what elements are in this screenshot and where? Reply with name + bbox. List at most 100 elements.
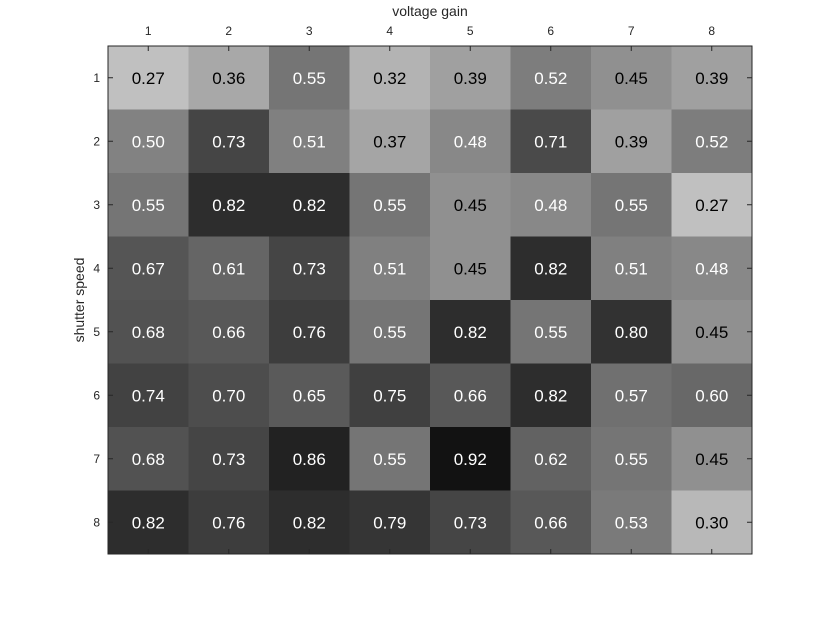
heatmap-cell-label: 0.51 <box>615 259 648 278</box>
heatmap-cell-label: 0.52 <box>695 132 728 151</box>
heatmap-cell <box>188 109 270 174</box>
y-tick-label: 4 <box>93 261 100 275</box>
heatmap-cell-label: 0.73 <box>212 450 245 469</box>
heatmap-cell-label: 0.70 <box>212 386 245 405</box>
heatmap-cell <box>349 109 431 174</box>
heatmap-cell <box>510 46 592 110</box>
heatmap-cell-label: 0.68 <box>132 323 165 342</box>
heatmap-cell <box>349 427 431 491</box>
heatmap-cell <box>188 46 270 110</box>
heatmap-cell-label: 0.39 <box>454 69 487 88</box>
heatmap-cell-label: 0.82 <box>212 196 245 215</box>
heatmap-cell <box>430 236 511 301</box>
heatmap-cell <box>591 173 672 237</box>
heatmap-cell <box>510 300 592 364</box>
heatmap-cell <box>510 427 592 491</box>
heatmap-cell-label: 0.39 <box>615 132 648 151</box>
heatmap-cell <box>430 46 511 110</box>
heatmap-cell <box>108 46 189 110</box>
heatmap-cell <box>188 363 270 428</box>
heatmap-cell-label: 0.75 <box>373 386 406 405</box>
heatmap-cell-label: 0.86 <box>293 450 326 469</box>
heatmap-cell <box>591 363 672 428</box>
heatmap-cell-label: 0.50 <box>132 132 165 151</box>
x-tick-label: 2 <box>225 24 232 38</box>
heatmap-cell-label: 0.37 <box>373 132 406 151</box>
heatmap-cell <box>591 46 672 110</box>
heatmap-cell-label: 0.82 <box>293 513 326 532</box>
heatmap-cell-label: 0.82 <box>454 323 487 342</box>
heatmap-cell <box>269 109 350 174</box>
heatmap-cell <box>108 427 189 491</box>
heatmap-cell-label: 0.61 <box>212 259 245 278</box>
heatmap-cell <box>510 109 592 174</box>
heatmap-cell <box>188 300 270 364</box>
heatmap-cell-labels: 0.27 0.36 0.55 0.32 0.39 0.52 0.45 0.39 0.50 0.73… <box>132 69 729 533</box>
heatmap-cell <box>430 427 511 491</box>
heatmap-cell-label: 0.48 <box>454 132 487 151</box>
heatmap-cell <box>188 427 270 491</box>
heatmap-cell <box>591 490 672 555</box>
heatmap-cell-label: 0.92 <box>454 450 487 469</box>
heatmap-cell <box>671 300 753 364</box>
x-tick-label: 1 <box>145 24 152 38</box>
heatmap-cell-label: 0.39 <box>695 69 728 88</box>
x-axis-label: voltage gain <box>392 3 468 19</box>
y-tick-label: 3 <box>93 198 100 212</box>
heatmap-cell <box>269 490 350 555</box>
heatmap-cell <box>671 363 753 428</box>
y-tick-label: 1 <box>93 71 100 85</box>
heatmap-cell-label: 0.79 <box>373 513 406 532</box>
heatmap-cell <box>108 363 189 428</box>
heatmap-cell-label: 0.74 <box>132 386 165 405</box>
heatmap-cell <box>430 109 511 174</box>
heatmap-cell <box>510 173 592 237</box>
heatmap-cell <box>108 300 189 364</box>
heatmap-cell <box>188 236 270 301</box>
heatmap-cell-label: 0.45 <box>454 196 487 215</box>
plot-frame <box>107 45 753 555</box>
heatmap-cell <box>510 490 592 555</box>
heatmap-cell-label: 0.27 <box>132 69 165 88</box>
heatmap-cell-label: 0.55 <box>132 196 165 215</box>
heatmap-cell-label: 0.55 <box>534 323 567 342</box>
heatmap-cell <box>671 490 753 555</box>
heatmap-cell-label: 0.73 <box>212 132 245 151</box>
x-tick-label: 3 <box>306 24 313 38</box>
heatmap-cell-label: 0.55 <box>373 196 406 215</box>
heatmap-cell-label: 0.66 <box>212 323 245 342</box>
heatmap-cell <box>349 173 431 237</box>
heatmap-cell-label: 0.76 <box>212 513 245 532</box>
y-tick-label: 8 <box>93 515 100 529</box>
heatmap-cell <box>349 46 431 110</box>
heatmap-cell-label: 0.80 <box>615 323 648 342</box>
heatmap-cell-label: 0.82 <box>132 513 165 532</box>
heatmap-cell-label: 0.48 <box>534 196 567 215</box>
heatmap-cell <box>430 490 511 555</box>
heatmap-cell <box>671 427 753 491</box>
heatmap-cell <box>510 236 592 301</box>
heatmap-cell-label: 0.55 <box>615 196 648 215</box>
heatmap-cell-label: 0.73 <box>293 259 326 278</box>
x-tick-label: 5 <box>467 24 474 38</box>
heatmap-cell <box>269 46 350 110</box>
y-tick-label: 5 <box>93 325 100 339</box>
y-axis-label: shutter speed <box>71 258 87 343</box>
heatmap-cell-label: 0.62 <box>534 450 567 469</box>
heatmap-cell <box>430 363 511 428</box>
heatmap-cell-label: 0.76 <box>293 323 326 342</box>
heatmap-cell <box>591 300 672 364</box>
heatmap-cell <box>591 427 672 491</box>
heatmap-cell <box>671 109 753 174</box>
heatmap-cell <box>108 236 189 301</box>
heatmap-cell-label: 0.52 <box>534 69 567 88</box>
heatmap-cell-label: 0.51 <box>293 132 326 151</box>
y-tick-label: 7 <box>93 452 100 466</box>
heatmap-cell <box>591 236 672 301</box>
y-tick-label: 6 <box>93 388 100 402</box>
y-axis: 1 2 3 4 5 6 7 8 <box>93 71 752 529</box>
heatmap-cell <box>349 363 431 428</box>
heatmap-cell <box>269 173 350 237</box>
heatmap-cell-label: 0.66 <box>534 513 567 532</box>
heatmap-cell-label: 0.67 <box>132 259 165 278</box>
